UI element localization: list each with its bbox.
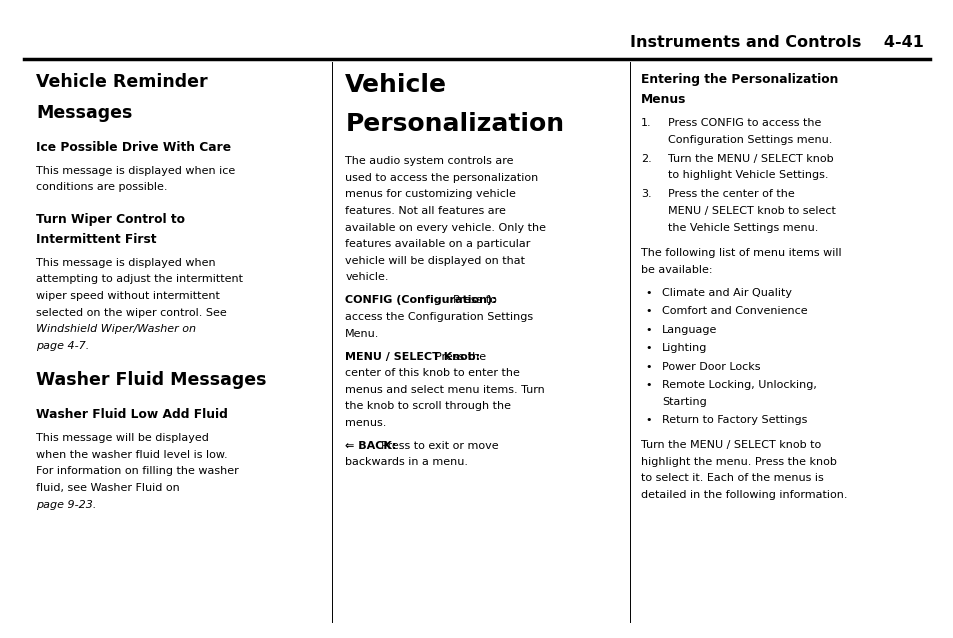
Text: The following list of menu items will: The following list of menu items will xyxy=(640,248,841,258)
Text: when the washer fluid level is low.: when the washer fluid level is low. xyxy=(36,450,228,460)
Text: Press to: Press to xyxy=(453,295,497,306)
Text: page 4-7.: page 4-7. xyxy=(36,341,90,351)
Text: •: • xyxy=(644,343,651,353)
Text: Turn Wiper Control to: Turn Wiper Control to xyxy=(36,213,185,226)
Text: •: • xyxy=(644,288,651,298)
Text: menus and select menu items. Turn: menus and select menu items. Turn xyxy=(345,385,544,395)
Text: Entering the Personalization: Entering the Personalization xyxy=(640,73,838,86)
Text: Ice Possible Drive With Care: Ice Possible Drive With Care xyxy=(36,141,232,154)
Text: This message will be displayed: This message will be displayed xyxy=(36,433,209,443)
Text: Washer Fluid Messages: Washer Fluid Messages xyxy=(36,371,267,389)
Text: Windshield Wiper/Washer on: Windshield Wiper/Washer on xyxy=(36,324,196,334)
Text: Configuration Settings menu.: Configuration Settings menu. xyxy=(667,135,831,145)
Text: 2.: 2. xyxy=(640,154,651,164)
Text: •: • xyxy=(644,415,651,426)
Text: Turn the MENU / SELECT knob: Turn the MENU / SELECT knob xyxy=(667,154,833,164)
Text: attempting to adjust the intermittent: attempting to adjust the intermittent xyxy=(36,274,243,285)
Text: Press CONFIG to access the: Press CONFIG to access the xyxy=(667,118,821,128)
Text: menus for customizing vehicle: menus for customizing vehicle xyxy=(345,189,516,200)
Text: ⇐ BACK:: ⇐ BACK: xyxy=(345,441,396,451)
Text: detailed in the following information.: detailed in the following information. xyxy=(640,490,846,500)
Text: vehicle.: vehicle. xyxy=(345,272,389,283)
Text: Personalization: Personalization xyxy=(345,112,564,136)
Text: wiper speed without intermittent: wiper speed without intermittent xyxy=(36,291,220,301)
Text: fluid, see Washer Fluid on: fluid, see Washer Fluid on xyxy=(36,483,180,493)
Text: Vehicle Reminder: Vehicle Reminder xyxy=(36,73,208,91)
Text: MENU / SELECT knob to select: MENU / SELECT knob to select xyxy=(667,206,835,216)
Text: Return to Factory Settings: Return to Factory Settings xyxy=(661,415,806,426)
Text: page 9-23.: page 9-23. xyxy=(36,500,96,510)
Text: Messages: Messages xyxy=(36,104,132,122)
Text: CONFIG (Configuration):: CONFIG (Configuration): xyxy=(345,295,497,306)
Text: conditions are possible.: conditions are possible. xyxy=(36,182,168,193)
Text: selected on the wiper control. See: selected on the wiper control. See xyxy=(36,308,227,318)
Text: Press the center of the: Press the center of the xyxy=(667,189,794,200)
Text: For information on filling the washer: For information on filling the washer xyxy=(36,466,239,477)
Text: Menu.: Menu. xyxy=(345,329,379,339)
Text: •: • xyxy=(644,362,651,372)
Text: to highlight Vehicle Settings.: to highlight Vehicle Settings. xyxy=(667,170,827,181)
Text: Intermittent First: Intermittent First xyxy=(36,233,156,246)
Text: Menus: Menus xyxy=(640,93,686,106)
Text: Starting: Starting xyxy=(661,397,706,407)
Text: Remote Locking, Unlocking,: Remote Locking, Unlocking, xyxy=(661,380,816,390)
Text: the knob to scroll through the: the knob to scroll through the xyxy=(345,401,511,412)
Text: •: • xyxy=(644,325,651,335)
Text: features. Not all features are: features. Not all features are xyxy=(345,206,506,216)
Text: This message is displayed when: This message is displayed when xyxy=(36,258,215,268)
Text: Power Door Locks: Power Door Locks xyxy=(661,362,760,372)
Text: Climate and Air Quality: Climate and Air Quality xyxy=(661,288,791,298)
Text: Vehicle: Vehicle xyxy=(345,73,447,98)
Text: center of this knob to enter the: center of this knob to enter the xyxy=(345,368,519,378)
Text: highlight the menu. Press the knob: highlight the menu. Press the knob xyxy=(640,457,836,467)
Text: 1.: 1. xyxy=(640,118,651,128)
Text: available on every vehicle. Only the: available on every vehicle. Only the xyxy=(345,223,546,233)
Text: Instruments and Controls    4-41: Instruments and Controls 4-41 xyxy=(629,35,923,50)
Text: The audio system controls are: The audio system controls are xyxy=(345,156,514,167)
Text: Press to exit or move: Press to exit or move xyxy=(381,441,498,451)
Text: vehicle will be displayed on that: vehicle will be displayed on that xyxy=(345,256,525,266)
Text: Turn the MENU / SELECT knob to: Turn the MENU / SELECT knob to xyxy=(640,440,821,450)
Text: features available on a particular: features available on a particular xyxy=(345,239,530,249)
Text: Washer Fluid Low Add Fluid: Washer Fluid Low Add Fluid xyxy=(36,408,228,421)
Text: be available:: be available: xyxy=(640,265,712,275)
Text: to select it. Each of the menus is: to select it. Each of the menus is xyxy=(640,473,823,484)
Text: the Vehicle Settings menu.: the Vehicle Settings menu. xyxy=(667,223,818,233)
Text: access the Configuration Settings: access the Configuration Settings xyxy=(345,312,533,322)
Text: MENU / SELECT Knob:: MENU / SELECT Knob: xyxy=(345,352,480,362)
Text: menus.: menus. xyxy=(345,418,386,428)
Text: backwards in a menu.: backwards in a menu. xyxy=(345,457,468,468)
Text: •: • xyxy=(644,306,651,316)
Text: 3.: 3. xyxy=(640,189,651,200)
Text: Lighting: Lighting xyxy=(661,343,707,353)
Text: Language: Language xyxy=(661,325,717,335)
Text: Press the: Press the xyxy=(435,352,486,362)
Text: used to access the personalization: used to access the personalization xyxy=(345,173,538,183)
Text: •: • xyxy=(644,380,651,390)
Text: This message is displayed when ice: This message is displayed when ice xyxy=(36,166,235,176)
Text: Comfort and Convenience: Comfort and Convenience xyxy=(661,306,807,316)
